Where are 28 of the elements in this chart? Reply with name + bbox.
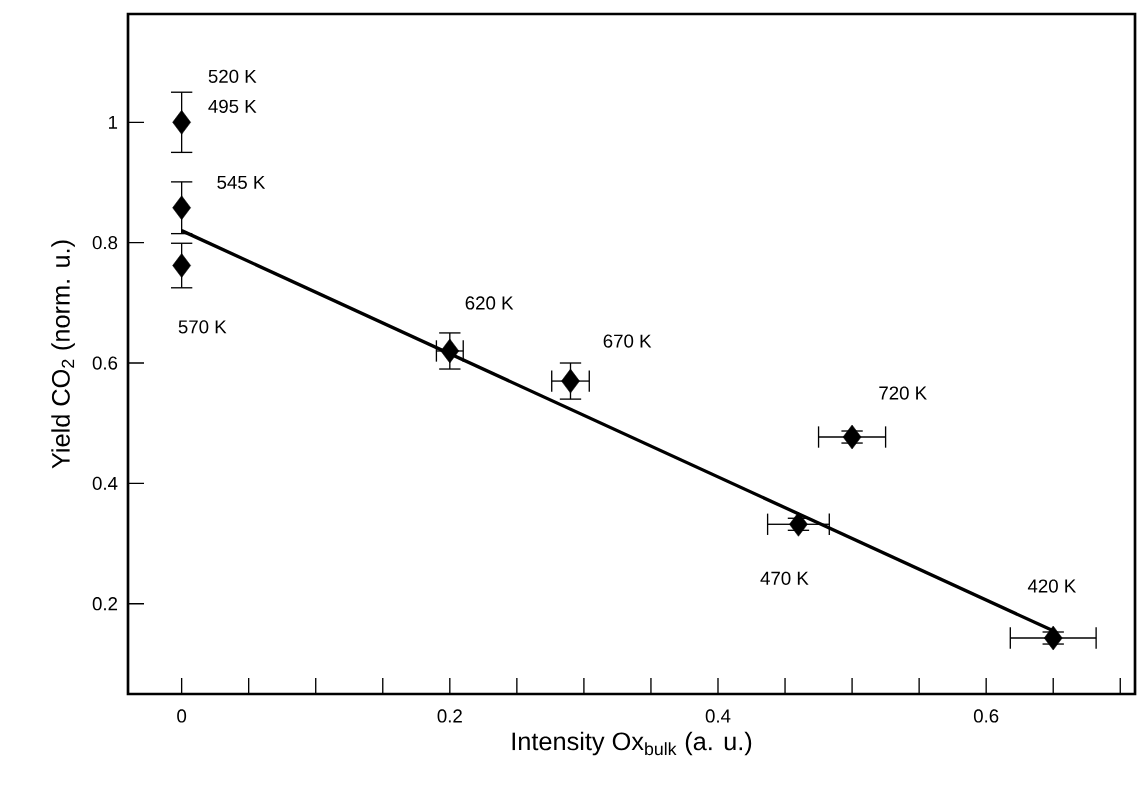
point: [440, 338, 460, 364]
x-axis-title: Intensity Ox$_{bulk}$ (a. u.): [512, 731, 752, 756]
annotation: 545 K: [217, 175, 266, 189]
annotation: 470 K: [760, 571, 809, 585]
y-tick-label: 1: [109, 115, 118, 129]
x-tick-label: 0.6: [973, 709, 999, 723]
point: [172, 253, 191, 278]
annotation: 420 K: [1027, 579, 1077, 593]
y-axis-title: Yield CO$_{2}$ (norm. u.): [51, 240, 75, 469]
annotation: 520 K: [208, 69, 257, 83]
x-tick-label: 0: [177, 709, 187, 723]
point: [172, 110, 191, 135]
annotation: 670 K: [603, 334, 652, 348]
x-tick-label: 0.2: [437, 709, 462, 723]
annotation: 620 K: [465, 296, 514, 310]
point: [172, 195, 191, 221]
annotation: 720 K: [879, 386, 927, 400]
annotation: 495 K: [208, 99, 257, 113]
y-tick-label: 0.4: [92, 476, 118, 490]
point: [561, 368, 580, 394]
point: [1043, 625, 1063, 651]
y-tick-label: 0.2: [92, 597, 118, 611]
point: [789, 512, 808, 537]
y-tick-label: 0.6: [92, 356, 118, 370]
annotation: 570 K: [178, 320, 227, 334]
point: [842, 424, 862, 450]
y-tick-label: 0.8: [92, 236, 118, 250]
x-tick-label: 0.4: [705, 709, 731, 723]
